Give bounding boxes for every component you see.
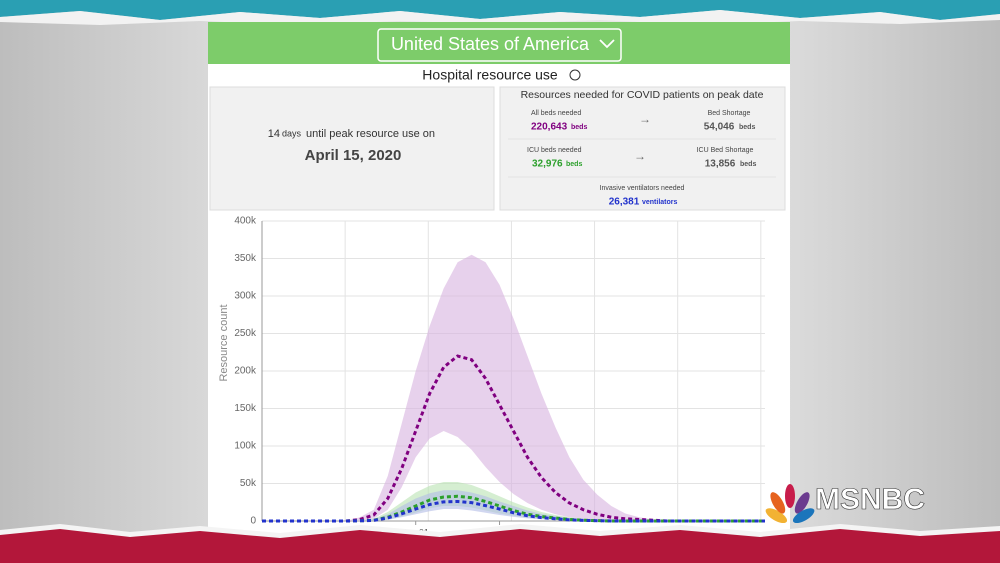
top-strip [0, 0, 1000, 20]
section-title: Hospital resource use [422, 67, 558, 83]
uncertainty-band [262, 490, 765, 521]
vent-unit: ventilators [642, 199, 678, 206]
icu-shortage-unit: beds [740, 161, 756, 168]
series-line [262, 499, 765, 523]
arrow: → [639, 112, 651, 126]
y-tick-label: 300k [234, 291, 257, 302]
y-axis-label: Resource count [218, 304, 230, 381]
bed-shortage-value: 54,046 [704, 122, 735, 133]
uncertainty-band [262, 254, 765, 521]
icu-value: 32,976 [532, 159, 563, 170]
series-line [262, 354, 765, 523]
beds-value: 220,643 [531, 122, 568, 133]
beds-label: All beds needed [531, 110, 581, 117]
resources-card [499, 86, 786, 211]
y-tick-label: 400k [234, 216, 257, 227]
arrow: → [634, 149, 646, 163]
y-tick-label: 150k [234, 403, 257, 414]
y-tick-label: 50k [240, 478, 257, 489]
y-tick-label: 200k [234, 366, 257, 377]
y-tick-label: 250k [234, 328, 257, 339]
peak-days-unit: days [282, 128, 302, 138]
icu-label: ICU beds needed [527, 147, 582, 154]
peak-days: 14 [268, 128, 280, 140]
resources-title: Resources needed for COVID patients on p… [521, 89, 764, 101]
y-tick-label: 350k [234, 253, 257, 264]
country-label[interactable]: United States of America [391, 34, 590, 54]
country-dropdown[interactable] [377, 28, 622, 62]
icu-shortage-label: ICU Bed Shortage [697, 147, 754, 154]
icu-shortage-value: 13,856 [705, 159, 736, 170]
y-tick-label: 100k [234, 441, 257, 452]
vent-value: 26,381 [609, 197, 640, 208]
info-icon[interactable] [569, 69, 581, 81]
bottom-strip [0, 529, 1000, 563]
peak-card [209, 86, 495, 211]
top-edge [0, 10, 1000, 25]
network-logo: MSNBC [815, 483, 925, 516]
peacock-icon [765, 484, 815, 524]
dropdown-arrow [599, 39, 615, 49]
bed-shortage-label: Bed Shortage [708, 110, 751, 117]
icu-unit: beds [566, 161, 582, 168]
bed-shortage-unit: beds [739, 124, 755, 131]
peak-date: April 15, 2020 [305, 147, 402, 164]
plot-area: 050k100k150k200k250k300k350k400kApr 01Ma… [234, 216, 765, 537]
y-tick-label: 0 [250, 516, 256, 527]
vent-label: Invasive ventilators needed [600, 185, 685, 192]
beds-unit: beds [571, 124, 587, 131]
peak-text: until peak resource use on [306, 128, 435, 140]
